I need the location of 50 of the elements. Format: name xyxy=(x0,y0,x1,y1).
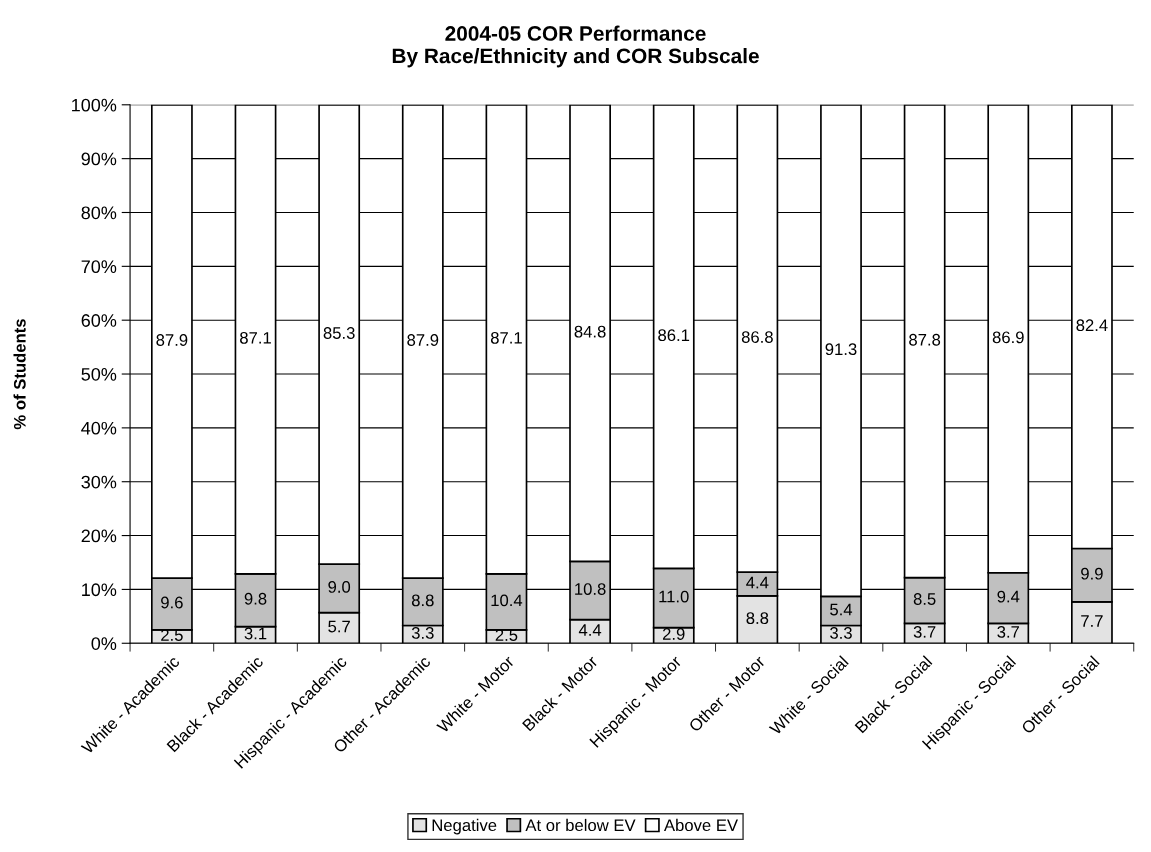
data-label: 84.8 xyxy=(574,325,606,338)
data-label: 86.9 xyxy=(992,331,1024,344)
data-label: 5.4 xyxy=(830,603,853,616)
y-tick-label: 50% xyxy=(81,367,117,381)
data-label: 87.9 xyxy=(156,334,188,346)
data-label: 8.5 xyxy=(913,593,936,605)
y-tick-label: 30% xyxy=(81,475,117,489)
data-label: 9.0 xyxy=(328,581,351,593)
data-label: 87.9 xyxy=(407,334,439,346)
data-label: 86.8 xyxy=(741,331,773,343)
data-label: 4.4 xyxy=(578,624,602,636)
data-label: 86.1 xyxy=(658,329,690,342)
chart-title: 2004-05 COR Performance By Race/Ethnicity and COR Subscale xyxy=(392,25,759,68)
legend-label: Negative xyxy=(432,818,497,835)
data-label: 3.3 xyxy=(830,627,852,639)
data-label: 9.8 xyxy=(244,592,267,605)
data-label: 87.1 xyxy=(490,331,522,344)
y-tick-label: 40% xyxy=(81,421,117,435)
y-tick-label: 60% xyxy=(81,314,117,327)
y-tick-label: 20% xyxy=(81,529,117,543)
y-tick-label: 90% xyxy=(81,152,117,166)
data-label: 10.4 xyxy=(491,594,523,607)
data-label: 9.4 xyxy=(997,590,1020,603)
data-label: 8.8 xyxy=(746,612,769,625)
y-tick-label: 80% xyxy=(81,206,117,220)
data-label: 7.7 xyxy=(1081,615,1103,627)
data-label: 82.4 xyxy=(1076,319,1108,332)
data-label: 85.3 xyxy=(323,327,355,339)
legend-label: Above EV xyxy=(663,818,738,832)
y-tick-label: 10% xyxy=(82,583,117,597)
y-tick-label: 70% xyxy=(81,260,117,274)
legend-label: At or below EV xyxy=(525,818,636,832)
data-label: 3.3 xyxy=(411,627,434,639)
data-label: 87.1 xyxy=(240,331,271,344)
data-label: 2.9 xyxy=(662,628,685,640)
y-axis-title: % of Students xyxy=(13,319,26,430)
data-label: 3.1 xyxy=(244,627,267,640)
data-label: 4.4 xyxy=(746,576,769,589)
data-label: 10.8 xyxy=(575,583,606,595)
data-label: 11.0 xyxy=(659,590,689,603)
data-label: 9.9 xyxy=(1081,567,1103,580)
data-label: 8.8 xyxy=(411,594,434,607)
y-tick-label: 100% xyxy=(72,98,117,112)
data-label: 9.6 xyxy=(161,596,183,609)
data-label: 5.7 xyxy=(328,620,350,633)
data-label: 87.8 xyxy=(909,333,941,346)
data-label: 91.3 xyxy=(825,343,857,356)
y-tick-label: 0% xyxy=(91,637,117,650)
data-label: 3.7 xyxy=(997,625,1020,638)
data-label: 3.7 xyxy=(913,625,936,638)
